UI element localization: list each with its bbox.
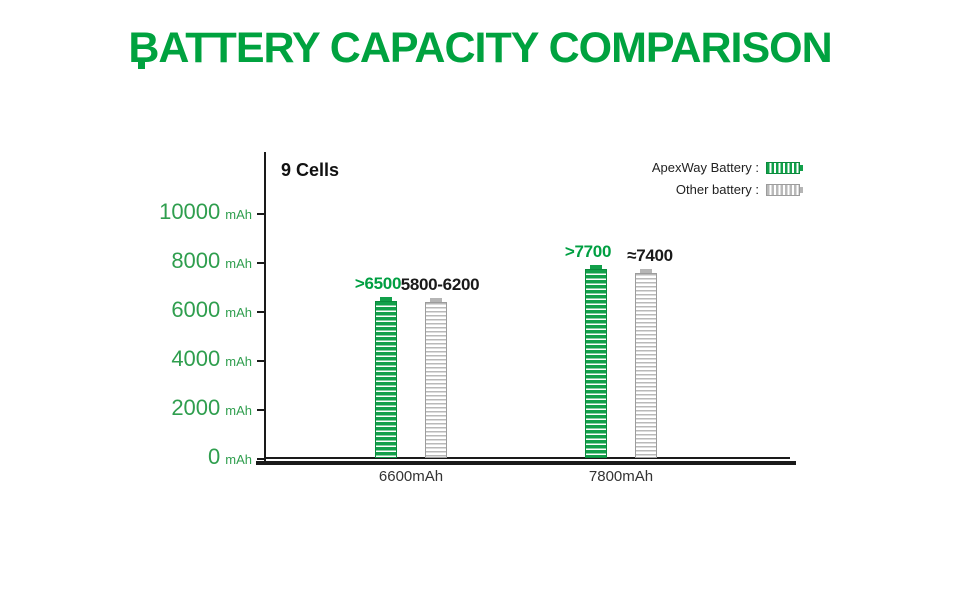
battery-cap <box>430 298 442 302</box>
y-axis-tick-label: 0 mAh <box>120 444 252 470</box>
y-axis-tick-label: 10000 mAh <box>120 199 252 225</box>
y-tick-unit: mAh <box>225 354 252 369</box>
bar-apexway-battery <box>585 265 607 458</box>
y-axis-line <box>264 152 266 462</box>
y-axis-tick <box>257 409 265 411</box>
gray-striped-battery-icon <box>766 183 800 196</box>
bar-apexway-battery <box>375 297 397 458</box>
legend-label-other: Other battery : <box>675 182 759 197</box>
battery-cap <box>380 297 392 301</box>
y-axis-tick <box>257 311 265 313</box>
y-axis-tick <box>257 262 265 264</box>
battery-cap <box>590 265 602 269</box>
bar-value-label: 5800-6200 <box>400 275 480 294</box>
bar-other-battery <box>425 298 447 458</box>
page-title: BATTERY CAPACITY COMPARISON <box>128 24 832 72</box>
legend-label-apexway: ApexWay Battery : <box>651 160 759 175</box>
y-axis-tick-label: 4000 mAh <box>120 346 252 372</box>
y-tick-unit: mAh <box>225 207 252 222</box>
y-tick-value: 4000 <box>171 346 221 371</box>
y-tick-value: 10000 <box>159 199 221 224</box>
legend-row-apexway: ApexWay Battery : <box>652 160 800 175</box>
y-axis-tick <box>257 213 265 215</box>
cells-annotation: 9 Cells <box>281 160 340 180</box>
x-category-label: 7800mAh <box>588 468 654 485</box>
x-axis-line <box>265 457 790 459</box>
y-tick-unit: mAh <box>225 452 252 467</box>
y-axis-tick-label: 6000 mAh <box>120 297 252 323</box>
y-tick-unit: mAh <box>225 305 252 320</box>
y-tick-value: 0 <box>208 444 221 469</box>
title-accent-square <box>138 62 145 69</box>
battery-cap <box>640 269 652 273</box>
bar-value-label: >7700 <box>564 242 612 261</box>
y-axis-tick-label: 2000 mAh <box>120 395 252 421</box>
y-tick-value: 8000 <box>171 248 221 273</box>
chart-legend: ApexWay Battery : Other battery : <box>652 160 800 197</box>
y-axis-tick <box>257 458 265 460</box>
y-tick-value: 6000 <box>171 297 221 322</box>
x-axis-baseline <box>256 461 796 465</box>
bar-value-label: >6500 <box>354 274 402 293</box>
bar-value-label: ≈7400 <box>627 246 673 265</box>
y-tick-unit: mAh <box>225 403 252 418</box>
bar-other-battery <box>635 269 657 458</box>
legend-row-other: Other battery : <box>676 182 800 197</box>
y-tick-unit: mAh <box>225 256 252 271</box>
green-striped-battery-icon <box>766 161 800 174</box>
x-category-label: 6600mAh <box>378 468 444 485</box>
y-axis-tick-label: 8000 mAh <box>120 248 252 274</box>
y-tick-value: 2000 <box>171 395 221 420</box>
y-axis-tick <box>257 360 265 362</box>
